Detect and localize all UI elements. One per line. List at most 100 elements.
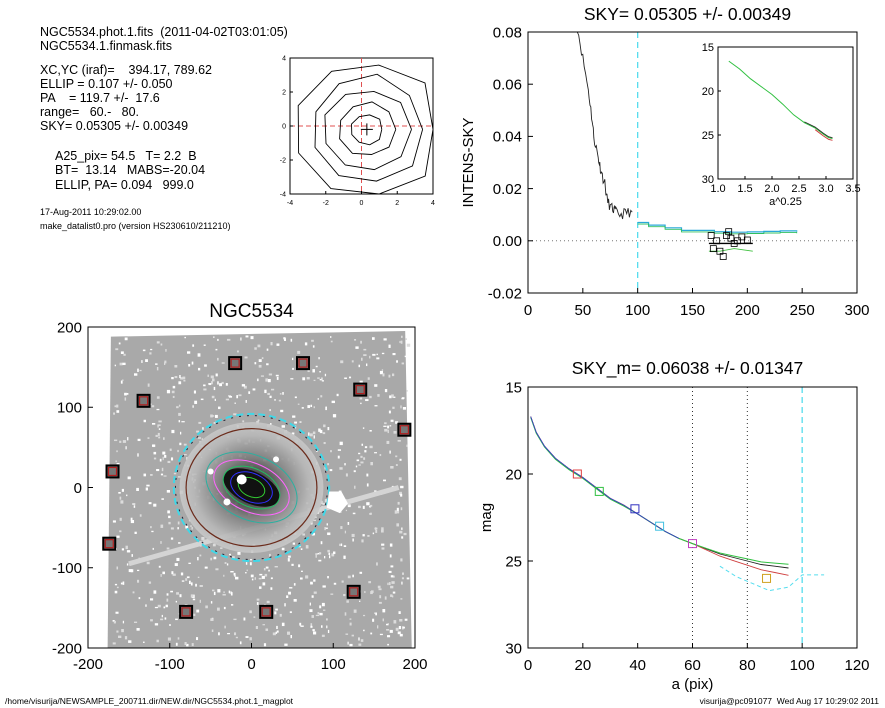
- noise-speck: [229, 591, 233, 594]
- noise-speck: [337, 449, 342, 451]
- noise-speck: [215, 568, 219, 571]
- noise-speck: [177, 449, 179, 453]
- noise-speck: [320, 377, 323, 381]
- noise-speck: [389, 629, 393, 633]
- noise-speck: [389, 543, 393, 547]
- y-tick-label: 30: [505, 640, 522, 657]
- sky-annulus-outer: [172, 412, 331, 563]
- noise-speck: [266, 348, 269, 351]
- noise-speck: [242, 420, 245, 423]
- noise-speck: [194, 400, 198, 404]
- noise-speck: [305, 575, 309, 579]
- noise-speck: [379, 595, 382, 599]
- noise-speck: [251, 578, 254, 581]
- noise-speck: [290, 338, 293, 342]
- noise-speck: [245, 572, 247, 574]
- noise-speck: [164, 455, 167, 458]
- noise-speck: [215, 348, 218, 351]
- noise-speck: [370, 632, 373, 635]
- x-tick-label: 2.5: [791, 183, 806, 195]
- noise-speck: [124, 636, 128, 640]
- noise-speck: [217, 357, 219, 361]
- noise-speck: [148, 502, 152, 505]
- a25-ellipse: [185, 428, 318, 547]
- noise-speck: [353, 609, 357, 613]
- noise-speck: [306, 377, 310, 380]
- noise-speck: [245, 400, 247, 403]
- noise-speck: [261, 357, 264, 359]
- noise-speck: [172, 395, 175, 398]
- noise-speck: [292, 367, 294, 370]
- noise-speck: [217, 338, 219, 341]
- noise-speck: [227, 633, 231, 635]
- x-tick-label: 100: [790, 657, 815, 674]
- noise-speck: [270, 577, 273, 580]
- noise-speck: [130, 517, 133, 521]
- noise-speck: [175, 618, 178, 621]
- noise-speck: [145, 487, 148, 491]
- noise-speck: [363, 614, 366, 617]
- noise-speck: [121, 488, 125, 492]
- noise-speck: [210, 414, 213, 418]
- noise-speck: [149, 352, 152, 355]
- noise-speck: [130, 569, 134, 573]
- noise-speck: [217, 607, 220, 611]
- noise-speck: [376, 357, 380, 360]
- noise-speck: [118, 635, 122, 639]
- noise-speck: [384, 389, 388, 393]
- noise-speck: [374, 405, 378, 407]
- noise-speck: [233, 572, 236, 576]
- noise-speck: [356, 459, 360, 462]
- noise-speck: [142, 349, 146, 352]
- mag-marker: [762, 573, 772, 583]
- noise-speck: [262, 582, 266, 586]
- inset-xlabel: a^0.25: [769, 196, 802, 208]
- noise-speck: [132, 591, 135, 594]
- center-coords: XC,YC (iraf)= 394.17, 789.62: [40, 63, 212, 77]
- noise-speck: [163, 437, 165, 440]
- noise-speck: [331, 400, 335, 404]
- noise-speck: [360, 455, 363, 458]
- noise-speck: [122, 440, 127, 443]
- noise-speck: [393, 620, 397, 624]
- noise-speck: [388, 582, 391, 586]
- noise-speck: [223, 574, 225, 577]
- noise-speck: [178, 542, 181, 544]
- noise-speck: [234, 402, 236, 404]
- noise-speck: [392, 373, 395, 377]
- noise-speck: [381, 547, 385, 550]
- noise-speck: [355, 465, 358, 468]
- noise-speck: [402, 407, 407, 410]
- noise-speck: [401, 527, 403, 530]
- noise-speck: [343, 555, 346, 559]
- noise-speck: [210, 375, 214, 379]
- noise-speck: [344, 612, 347, 616]
- noise-speck: [387, 643, 389, 646]
- inset-frame: [717, 46, 854, 180]
- noise-speck: [344, 377, 347, 379]
- noise-speck: [361, 539, 364, 543]
- noise-speck: [257, 344, 261, 348]
- noise-speck: [113, 412, 116, 415]
- noise-speck: [321, 634, 325, 637]
- noise-speck: [245, 636, 249, 638]
- y-tick-label: 20: [505, 466, 522, 483]
- noise-speck: [390, 466, 394, 469]
- noise-speck: [360, 340, 362, 344]
- noise-speck: [234, 632, 237, 636]
- noise-speck: [195, 583, 197, 587]
- range-value: range= 60.- 80.: [40, 105, 140, 119]
- noise-speck: [347, 575, 351, 579]
- noise-speck: [369, 504, 373, 507]
- noise-speck: [244, 356, 248, 359]
- noise-speck: [363, 457, 366, 460]
- x-tick-label: 0: [524, 302, 532, 319]
- noise-speck: [292, 357, 294, 361]
- sky-box-inner: [355, 384, 365, 395]
- noise-speck: [209, 383, 212, 386]
- noise-speck: [207, 374, 209, 377]
- noise-speck: [174, 365, 178, 368]
- sky-box-marker: [719, 253, 727, 260]
- noise-speck: [330, 340, 333, 343]
- noise-speck: [391, 595, 394, 598]
